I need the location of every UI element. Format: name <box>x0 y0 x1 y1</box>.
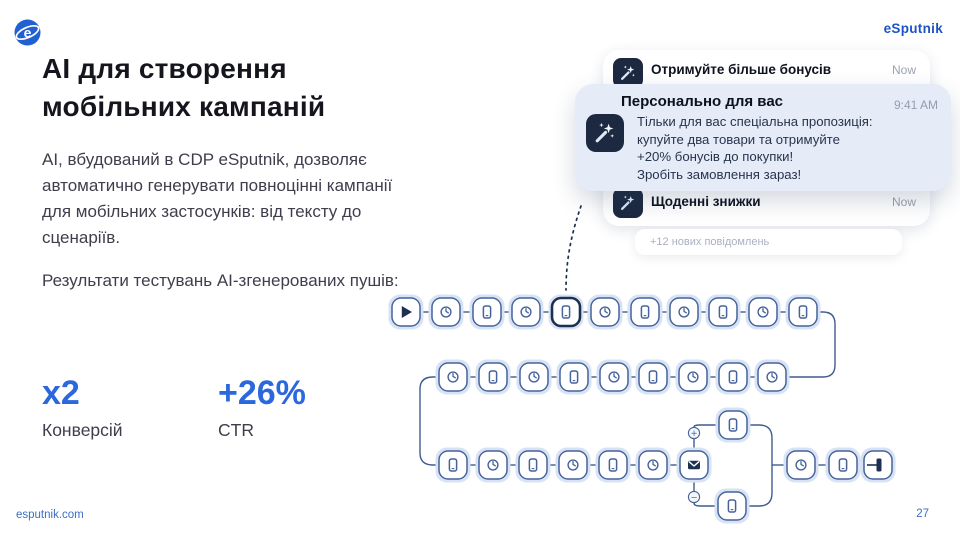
results-paragraph: Результати тестувань AI-згенерованих пуш… <box>42 271 399 290</box>
flow-node-phone <box>627 294 663 330</box>
flow-node-timer <box>508 294 544 330</box>
more-notifications-label: +12 нових повідомлень <box>650 236 770 248</box>
stat-conversions: x2 Конверсій <box>42 374 218 441</box>
flow-node-phone <box>785 294 821 330</box>
notification-time: Now <box>891 195 916 209</box>
pointer-dashed-line <box>565 205 582 291</box>
stat-ctr-value: +26% <box>218 374 306 412</box>
flow-node-timer <box>516 359 552 395</box>
flow-node-timer <box>754 359 790 395</box>
magic-wand-icon <box>586 114 624 152</box>
magic-wand-icon <box>613 58 643 88</box>
svg-text:+: + <box>690 429 697 439</box>
flow-node-phone <box>635 359 671 395</box>
flow-node-phone <box>595 447 631 483</box>
branch-plus-badge: + <box>687 426 701 440</box>
stats-row: x2 Конверсій +26% CTR <box>42 374 394 441</box>
flow-node-phone <box>705 294 741 330</box>
flow-node-timer <box>596 359 632 395</box>
page-title: AI для створення мобільних кампаній <box>42 53 326 122</box>
flow-node-phone <box>556 359 592 395</box>
workflow-diagram: +− <box>388 205 896 524</box>
flow-node-phone-active <box>548 294 584 330</box>
stat-ctr: +26% CTR <box>218 374 394 441</box>
flow-node-phone <box>714 488 750 524</box>
svg-text:e: e <box>24 25 32 41</box>
stat-ctr-label: CTR <box>218 420 254 440</box>
flow-node-phone <box>715 407 751 443</box>
flow-node-phone <box>435 447 471 483</box>
flow-node-play <box>388 294 424 330</box>
flow-node-phone <box>515 447 551 483</box>
more-notifications-card: +12 нових повідомлень <box>635 229 902 255</box>
flow-node-timer <box>783 447 819 483</box>
brand-wordmark: eSputnik <box>883 21 943 36</box>
stat-conversions-value: x2 <box>42 374 80 412</box>
flow-node-timer <box>555 447 591 483</box>
footer-site-link[interactable]: esputnik.com <box>16 509 84 521</box>
flow-node-timer <box>666 294 702 330</box>
flow-node-timer <box>635 447 671 483</box>
notification-body: Тільки для вас спеціальна пропозиція: ку… <box>637 114 873 182</box>
esputnik-orbit-e-logo: e <box>14 19 41 46</box>
flow-node-timer <box>475 447 511 483</box>
svg-text:−: − <box>690 493 697 503</box>
flow-node-end <box>860 447 896 483</box>
notification-title: Персонально для вас <box>621 93 784 110</box>
flow-node-phone <box>715 359 751 395</box>
page-number: 27 <box>916 508 929 520</box>
flow-node-timer <box>675 359 711 395</box>
push-notification-featured: Персонально для вас 9:41 AM Тільки для в… <box>575 84 951 191</box>
notification-title: Отримуйте більше бонусів <box>651 62 832 77</box>
notification-title: Щоденні знижки <box>651 194 761 209</box>
flow-node-timer <box>745 294 781 330</box>
notification-time: 9:41 AM <box>893 98 938 112</box>
flow-node-mail <box>676 447 712 483</box>
notification-time: Now <box>891 63 916 77</box>
flow-node-timer <box>587 294 623 330</box>
flow-node-timer <box>435 359 471 395</box>
flow-node-phone <box>475 359 511 395</box>
flow-node-timer <box>428 294 464 330</box>
intro-paragraph: AI, вбудований в CDP eSputnik, дозволяє … <box>42 150 393 247</box>
flow-node-phone <box>469 294 505 330</box>
magic-wand-icon <box>613 188 643 218</box>
stat-conversions-label: Конверсій <box>42 420 123 440</box>
branch-minus-badge: − <box>687 490 701 504</box>
flow-node-phone <box>825 447 861 483</box>
